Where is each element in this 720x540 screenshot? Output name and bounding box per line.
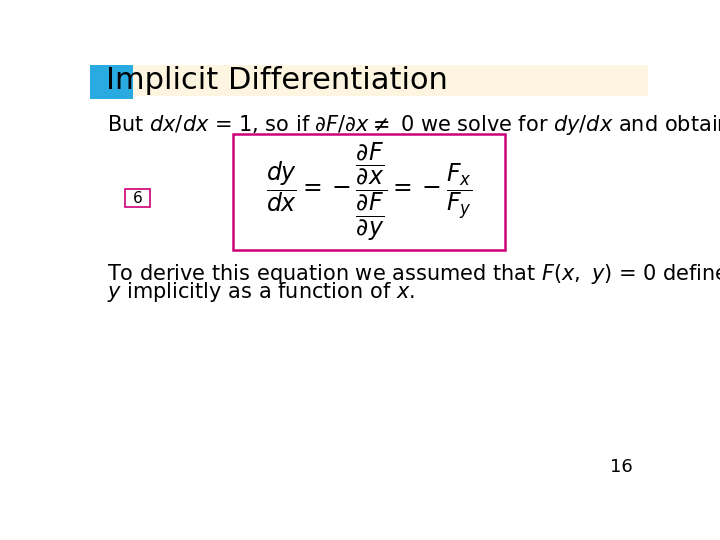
Text: To derive this equation we assumed that $F(x,\ y)$ = 0 defines: To derive this equation we assumed that … [107, 262, 720, 286]
Text: $\dfrac{dy}{dx} = -\dfrac{\dfrac{\partial F}{\partial x}}{\dfrac{\partial F}{\pa: $\dfrac{dy}{dx} = -\dfrac{\dfrac{\partia… [266, 141, 472, 243]
Bar [233, 134, 505, 249]
Text: 6: 6 [132, 191, 142, 206]
Text: But $\mathit{dx}/\mathit{dx}$ = 1, so if $\partial F/\partial x \neq$ 0 we solve: But $\mathit{dx}/\mathit{dx}$ = 1, so if… [107, 113, 720, 137]
Text: $y$ implicitly as a function of $x$.: $y$ implicitly as a function of $x$. [107, 280, 415, 304]
Bar [125, 189, 150, 207]
Text: Implicit Differentiation: Implicit Differentiation [106, 66, 447, 94]
Text: 16: 16 [610, 458, 632, 476]
Bar [90, 62, 132, 99]
Bar [90, 65, 648, 96]
